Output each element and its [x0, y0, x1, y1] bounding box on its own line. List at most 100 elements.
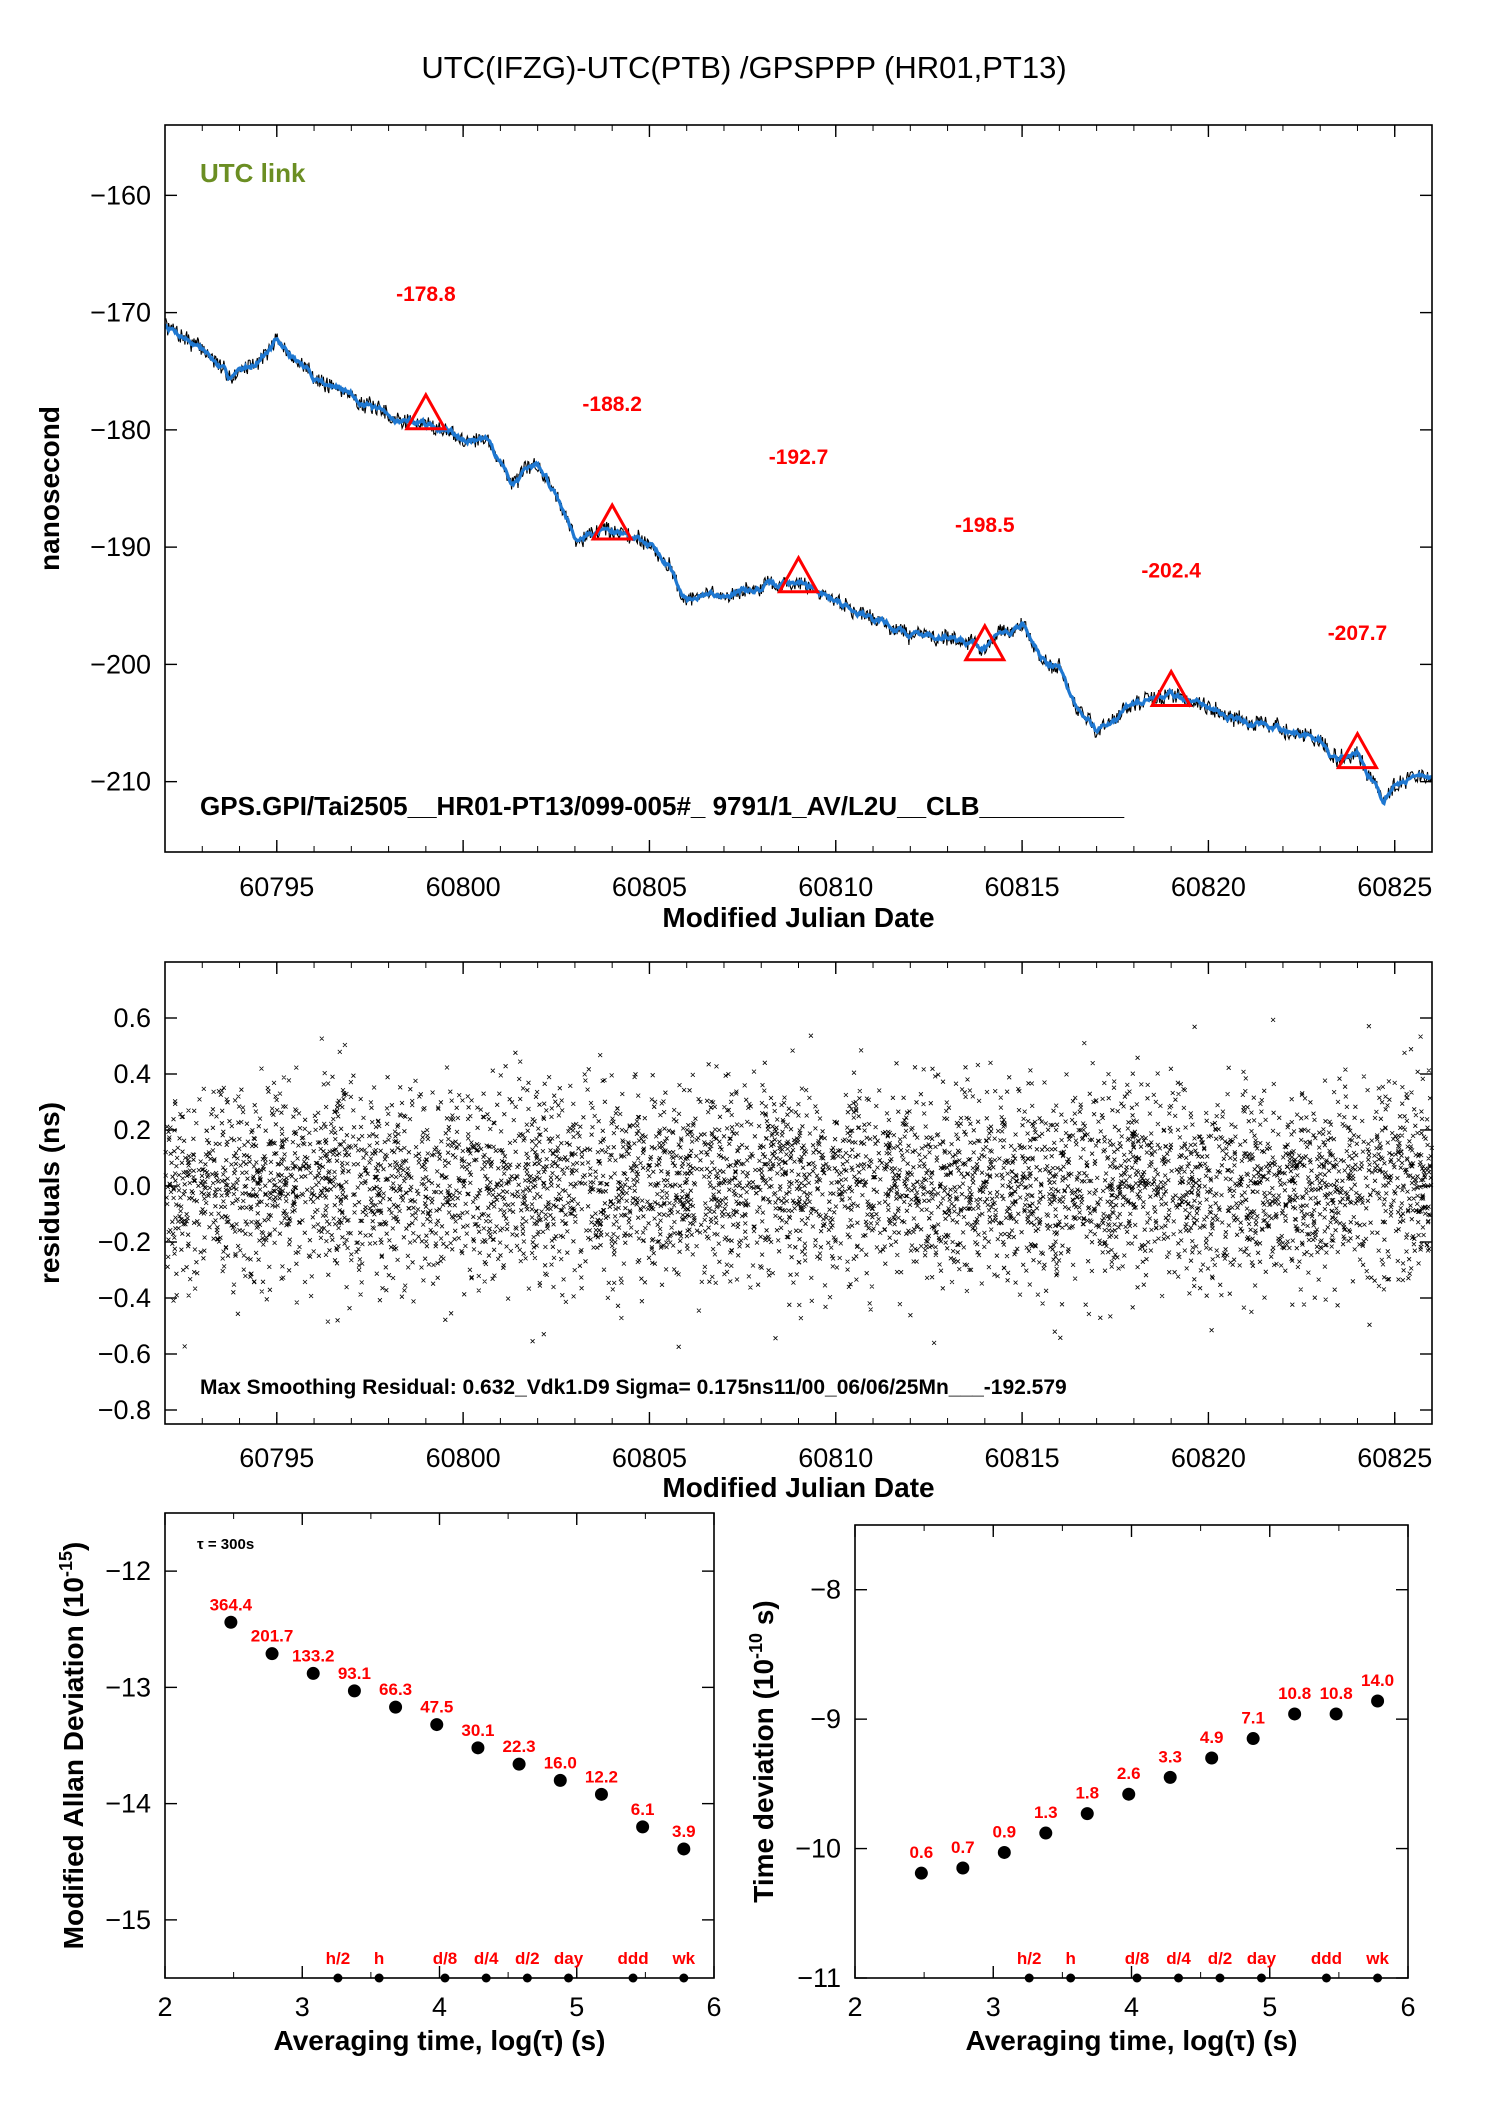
x-tick-label: 60805 — [612, 872, 687, 902]
data-point — [1080, 1807, 1094, 1821]
data-point — [594, 1787, 608, 1801]
x-tick-label: 60820 — [1171, 1443, 1246, 1473]
data-point-label: 4.9 — [1200, 1728, 1224, 1747]
interval-marker-label: day — [1247, 1949, 1277, 1968]
data-point — [224, 1615, 238, 1629]
data-point — [265, 1647, 279, 1661]
interval-marker-label: h/2 — [1017, 1949, 1042, 1968]
residual-cross-markers — [163, 1017, 1435, 1350]
x-tick-label: 60825 — [1357, 872, 1432, 902]
data-point — [677, 1842, 691, 1856]
data-point — [389, 1700, 403, 1714]
data-point-label: 47.5 — [420, 1698, 453, 1717]
data-point-label: 14.0 — [1361, 1671, 1394, 1690]
x-axis-title: Modified Julian Date — [662, 1472, 934, 1503]
data-point — [512, 1757, 526, 1771]
x-axis-title: Averaging time, log(τ) (s) — [966, 2025, 1298, 2056]
data-point-label: 22.3 — [503, 1737, 536, 1756]
y-tick-label: −13 — [105, 1672, 151, 1702]
triangle-marker — [776, 554, 821, 594]
data-point — [914, 1866, 928, 1880]
data-point — [1288, 1707, 1302, 1721]
tau-note: τ = 300s — [197, 1536, 254, 1553]
marker-value-label: -202.4 — [1141, 560, 1201, 583]
data-point — [553, 1773, 567, 1787]
time-series-plot-frame — [164, 124, 1433, 853]
y-tick-label: 0.2 — [113, 1115, 151, 1145]
y-tick-label: −8 — [810, 1575, 841, 1605]
data-point — [471, 1741, 485, 1755]
y-axis-title: nanosecond — [34, 406, 65, 571]
stability-plot-frame — [854, 1524, 1409, 1979]
interval-marker-dot — [1066, 1973, 1076, 1983]
data-point-label: 10.8 — [1320, 1684, 1353, 1703]
x-tick-label: 2 — [847, 1992, 862, 2022]
triangle-marker — [963, 622, 1007, 662]
data-point — [347, 1684, 361, 1698]
data-point — [1122, 1787, 1136, 1801]
y-tick-label: −15 — [105, 1905, 151, 1935]
data-point-label: 30.1 — [461, 1721, 494, 1740]
y-axis-title: Modified Allan Deviation (10-15) — [56, 1542, 89, 1950]
x-tick-label: 60795 — [239, 872, 314, 902]
y-tick-label: −14 — [105, 1789, 151, 1819]
x-tick-label: 60810 — [798, 1443, 873, 1473]
data-point-label: 364.4 — [210, 1595, 253, 1614]
x-tick-label: 4 — [1124, 1992, 1139, 2022]
y-tick-label: −190 — [90, 532, 151, 562]
interval-marker-dot — [333, 1973, 343, 1983]
interval-marker-label: wk — [1365, 1949, 1389, 1968]
interval-marker-label: h — [374, 1949, 384, 1968]
interval-marker-dot — [1132, 1973, 1142, 1983]
marker-value-label: -207.7 — [1328, 622, 1388, 645]
interval-marker-label: d/2 — [1208, 1949, 1233, 1968]
smoothed-series-line — [164, 323, 1433, 806]
interval-marker-label: ddd — [1311, 1949, 1342, 1968]
data-point-label: 3.9 — [672, 1822, 696, 1841]
triangle-marker — [404, 391, 448, 431]
data-point-label: 2.6 — [1117, 1764, 1141, 1783]
interval-marker-label: d/8 — [1125, 1949, 1150, 1968]
data-point — [1329, 1707, 1343, 1721]
interval-marker-label: d/8 — [433, 1949, 458, 1968]
data-point-label: 133.2 — [292, 1646, 335, 1665]
x-tick-label: 60800 — [426, 872, 501, 902]
data-point — [430, 1718, 444, 1732]
data-point-label: 6.1 — [631, 1800, 655, 1819]
data-point-label: 0.9 — [992, 1822, 1016, 1841]
interval-marker-label: wk — [671, 1949, 695, 1968]
time-series-panel: -178.8 -188.2 -192.7 -198.5 -202.4 -207.7 6079… — [34, 124, 1433, 933]
interval-marker-dot — [1174, 1973, 1184, 1983]
x-tick-label: 6 — [706, 1992, 721, 2022]
data-point — [1163, 1770, 1177, 1784]
data-point-label: 1.8 — [1075, 1784, 1099, 1803]
y-tick-label: −10 — [795, 1834, 841, 1864]
interval-marker-dot — [1024, 1973, 1034, 1983]
time-deviation-panel: 2 3 4 5 6 −8 −9 −10 −11 0.6 0.7 0.9 1.3 1.8 2.6 3.3 4.9 7… — [746, 1524, 1416, 2056]
data-point — [306, 1666, 320, 1680]
data-point-label: 0.6 — [910, 1843, 934, 1862]
data-point-label: 10.8 — [1278, 1684, 1311, 1703]
triangle-marker — [1335, 730, 1380, 770]
x-tick-label: 3 — [295, 1992, 310, 2022]
interval-marker-dot — [1215, 1973, 1225, 1983]
interval-marker-dot — [679, 1973, 689, 1983]
triangle-marker — [590, 501, 634, 541]
footer-annotation: GPS.GPI/Tai2505__HR01-PT13/099-005#_ 979… — [200, 791, 1125, 821]
data-point-label: 3.3 — [1158, 1747, 1182, 1766]
y-tick-label: −12 — [105, 1556, 151, 1586]
interval-marker-label: d/2 — [515, 1949, 540, 1968]
marker-value-label: -178.8 — [396, 283, 456, 306]
link-label: UTC link — [200, 158, 306, 188]
x-tick-label: 2 — [157, 1992, 172, 2022]
interval-marker-dot — [522, 1973, 532, 1983]
y-tick-label: −0.6 — [98, 1339, 151, 1369]
marker-value-label: -188.2 — [582, 393, 642, 416]
marker-value-label: -198.5 — [955, 514, 1015, 537]
interval-marker-label: ddd — [617, 1949, 648, 1968]
data-point-label: 7.1 — [1241, 1709, 1265, 1728]
interval-marker-label: h — [1065, 1949, 1075, 1968]
triangle-marker — [1149, 668, 1193, 708]
